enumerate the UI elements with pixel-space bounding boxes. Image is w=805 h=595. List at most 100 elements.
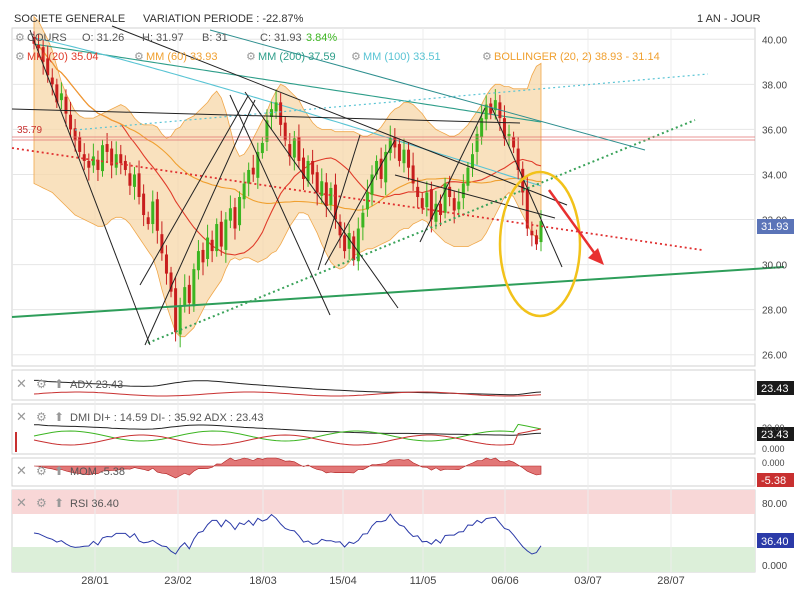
candle-body xyxy=(425,192,429,208)
candle-body xyxy=(461,183,465,199)
trend-black-12 xyxy=(491,107,563,268)
price-badge-bg xyxy=(757,219,794,234)
candle-body xyxy=(123,160,127,170)
x-tick-label: 28/07 xyxy=(657,575,685,587)
candle-body xyxy=(416,186,420,197)
dmi-tools[interactable]: ✕ ⚙ ⬆ DMI DI+ : 14.59 DI- : 35.92 ADX : … xyxy=(16,409,264,424)
candle-body xyxy=(59,93,63,101)
y-tick-label: 28.00 xyxy=(762,306,787,317)
mm100-label: MM (100) 33.51 xyxy=(363,51,441,63)
trend-teal xyxy=(209,29,646,151)
trend-black-4 xyxy=(144,99,256,346)
y-tick-label: 30.00 xyxy=(762,261,787,272)
candle-body xyxy=(493,100,497,111)
candle-body xyxy=(329,187,333,205)
candle-body xyxy=(55,84,59,103)
close-value: C: 31.93 xyxy=(260,32,302,44)
y-tick-label: 26.00 xyxy=(762,351,787,362)
candle-body xyxy=(155,199,159,231)
gear-icon[interactable]: ⚙ xyxy=(246,51,256,63)
dmi-plus-line xyxy=(33,423,542,442)
trend-black-5 xyxy=(111,25,568,206)
y-tick-label: 38.00 xyxy=(762,80,787,91)
support-line xyxy=(11,266,785,318)
rsi-tools[interactable]: ✕ ⚙ ⬆ RSI 36.40 xyxy=(16,495,119,510)
candle-body xyxy=(219,221,223,247)
gear-icon[interactable]: ⚙ xyxy=(134,51,144,63)
candle-body xyxy=(46,58,50,76)
candle-body xyxy=(379,158,383,179)
adx-panel xyxy=(11,369,756,401)
y-tick-label: 36.00 xyxy=(762,125,787,136)
gear-icon[interactable]: ⚙ xyxy=(15,51,25,63)
cours-label: COURS xyxy=(27,32,67,44)
candle-body xyxy=(297,137,301,161)
gear-icon[interactable]: ⚙ xyxy=(15,32,25,44)
settings-icon[interactable]: ⚙ xyxy=(36,496,47,510)
move-up-icon[interactable]: ⬆ xyxy=(54,464,64,478)
candle-body xyxy=(151,201,155,225)
period-selector[interactable]: 1 AN - JOUR xyxy=(697,13,761,25)
candle-body xyxy=(507,133,511,137)
mom-panel xyxy=(11,457,756,487)
candle-body xyxy=(452,198,456,211)
move-up-icon[interactable]: ⬆ xyxy=(54,410,64,424)
level-label: 35.79 xyxy=(17,125,42,136)
close-icon[interactable]: ✕ xyxy=(16,463,27,478)
mom-tick-0: 0.000 xyxy=(762,458,785,468)
indicator-lines xyxy=(15,379,542,555)
candle-body xyxy=(475,133,479,152)
candle-body xyxy=(443,183,447,213)
dmi-tick-30: 30.00 xyxy=(762,423,785,433)
candle-body xyxy=(82,154,86,161)
candle-body xyxy=(388,138,392,154)
candle-body xyxy=(525,189,529,229)
rsi-badge: 36.40 xyxy=(761,536,789,548)
candle-body xyxy=(192,269,196,307)
candle-body xyxy=(251,167,255,175)
move-up-icon[interactable]: ⬆ xyxy=(54,377,64,391)
candle-body xyxy=(283,122,287,141)
settings-icon[interactable]: ⚙ xyxy=(36,410,47,424)
candle-body xyxy=(439,203,443,216)
dmi-label: DMI DI+ : 14.59 DI- : 35.92 ADX : 23.43 xyxy=(70,412,264,424)
trend-black-1 xyxy=(11,108,521,124)
mom-label: MOM -5.38 xyxy=(70,466,125,478)
adx-badge-bg xyxy=(757,381,794,395)
candle-body xyxy=(338,221,342,236)
adx-tools[interactable]: ✕ ⚙ ⬆ ADX 23.43 xyxy=(16,376,123,391)
change-percent: 3.84% xyxy=(306,32,337,44)
gear-icon[interactable]: ⚙ xyxy=(351,51,361,63)
candle-body xyxy=(160,234,164,254)
x-tick-label: 28/01 xyxy=(81,575,109,587)
adx-badge: 23.43 xyxy=(761,383,789,395)
candle-body xyxy=(238,197,242,226)
settings-icon[interactable]: ⚙ xyxy=(36,464,47,478)
candle-body xyxy=(534,235,538,245)
candle-body xyxy=(96,159,100,170)
x-tick-label: 15/04 xyxy=(329,575,357,587)
close-icon[interactable]: ✕ xyxy=(16,409,27,424)
settings-icon[interactable]: ⚙ xyxy=(36,377,47,391)
candle-body xyxy=(402,149,406,164)
candle-body xyxy=(215,224,219,252)
mm60-label: MM (60) 33.93 xyxy=(146,51,218,63)
candle-body xyxy=(484,104,488,120)
close-icon[interactable]: ✕ xyxy=(16,376,27,391)
trend-lines xyxy=(11,25,785,346)
candle-body xyxy=(311,160,315,175)
candle-body xyxy=(137,173,141,197)
moving-averages xyxy=(33,37,542,256)
close-icon[interactable]: ✕ xyxy=(16,495,27,510)
gear-icon[interactable]: ⚙ xyxy=(482,51,492,63)
move-up-icon[interactable]: ⬆ xyxy=(54,496,64,510)
mom-tools[interactable]: ✕ ⚙ ⬆ MOM -5.38 xyxy=(16,463,125,478)
candle-body xyxy=(420,198,424,209)
x-tick-label: 23/02 xyxy=(164,575,192,587)
dotted-cyan-line xyxy=(74,73,709,131)
rsi-badge-bg xyxy=(757,533,794,548)
y-tick-label: 34.00 xyxy=(762,170,787,181)
x-axis: 28/01 23/02 18/03 15/04 11/05 06/06 03/07 28/07 xyxy=(81,575,685,587)
rsi-oversold-zone xyxy=(12,547,755,572)
